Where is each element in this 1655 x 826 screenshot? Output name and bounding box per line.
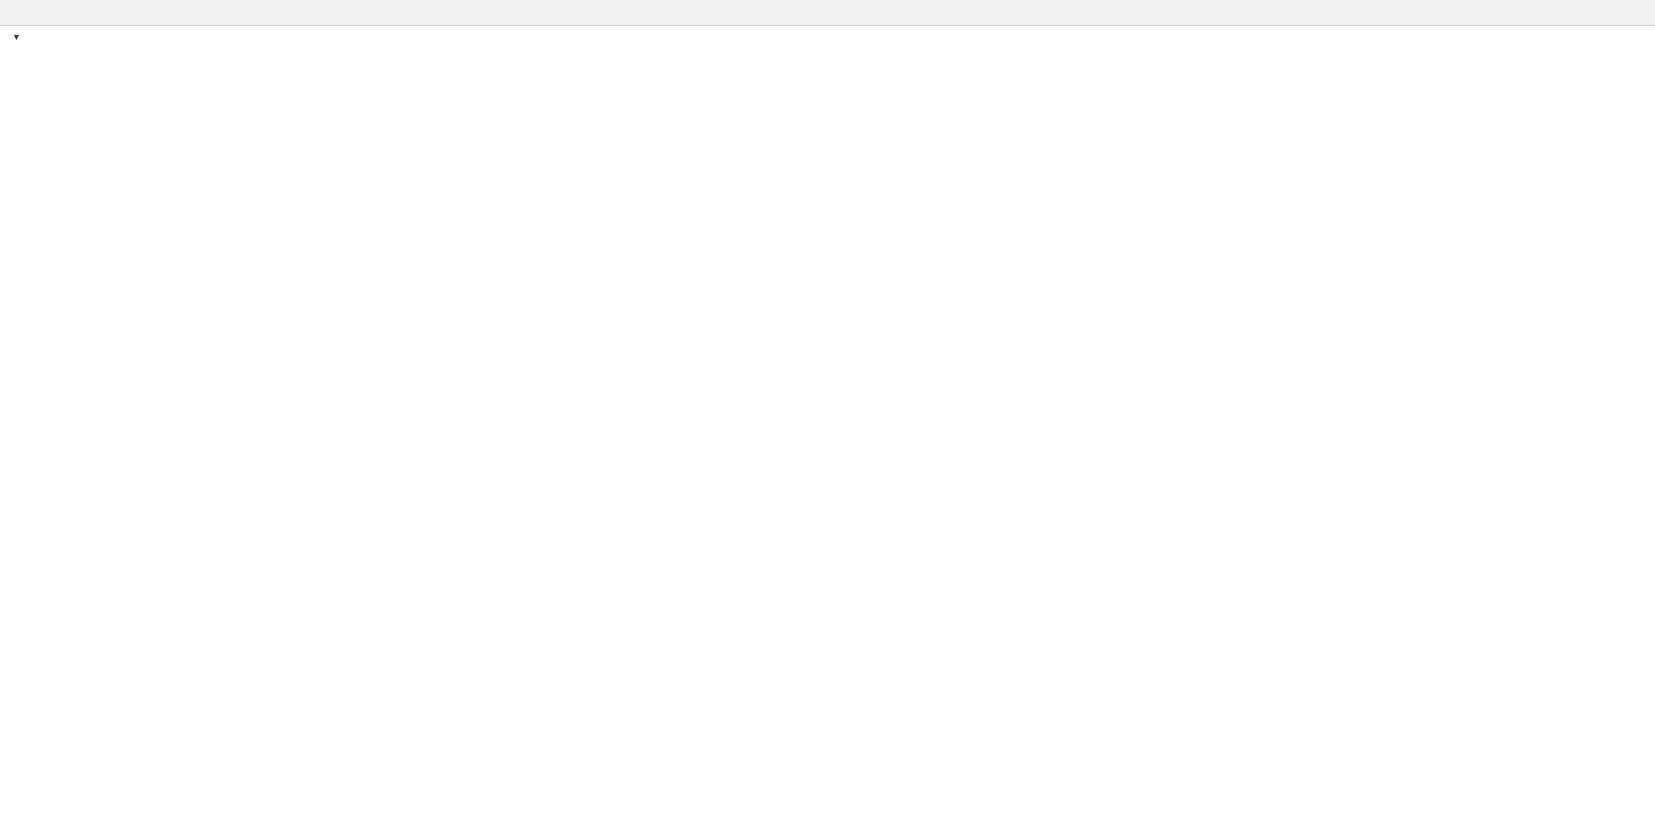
main-toolbar [0, 0, 1655, 26]
chevron-down-icon: ▼ [12, 32, 21, 42]
chart-title: ▼ [12, 29, 32, 43]
